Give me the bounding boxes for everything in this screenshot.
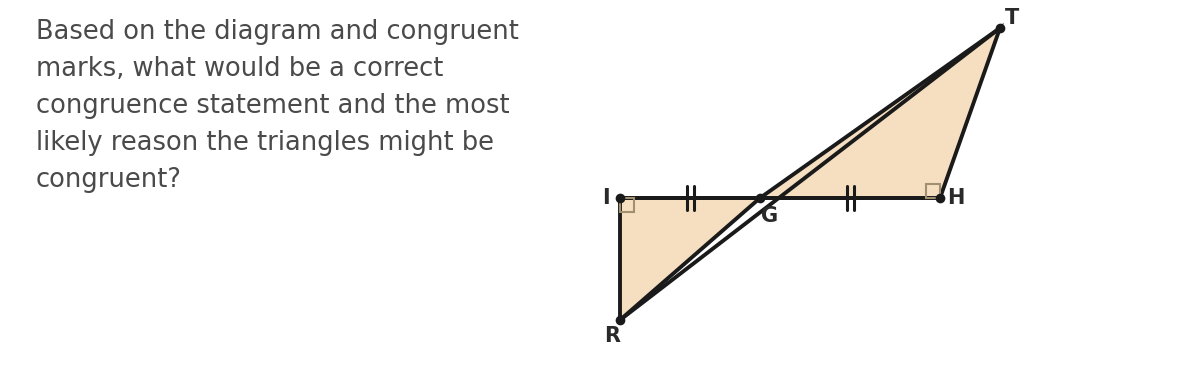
Text: G: G (762, 206, 779, 226)
Polygon shape (760, 28, 1000, 198)
Text: T: T (1004, 8, 1019, 28)
Text: R: R (604, 326, 620, 346)
Text: Based on the diagram and congruent
marks, what would be a correct
congruence sta: Based on the diagram and congruent marks… (36, 19, 518, 193)
Text: H: H (947, 188, 965, 208)
Polygon shape (620, 198, 760, 320)
Text: I: I (602, 188, 610, 208)
